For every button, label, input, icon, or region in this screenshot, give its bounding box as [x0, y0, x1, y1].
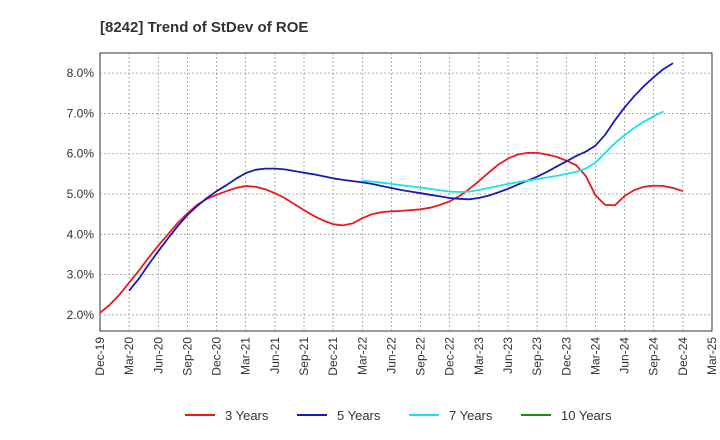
series-line-5-years: [128, 62, 674, 292]
x-tick-label: Sep-23: [530, 337, 544, 376]
x-tick-label: Dec-20: [210, 337, 224, 376]
y-tick-label: 7.0%: [67, 106, 95, 120]
x-tick-label: Sep-24: [647, 337, 661, 376]
series-line-3-years: [99, 152, 684, 314]
x-tick-label: Dec-21: [326, 337, 340, 376]
y-tick-label: 4.0%: [67, 227, 95, 241]
y-tick-label: 8.0%: [67, 66, 95, 80]
x-tick-label: Dec-24: [676, 337, 690, 376]
x-tick-label: Mar-23: [472, 337, 486, 375]
x-tick-label: Jun-20: [151, 337, 165, 374]
x-tick-label: Jun-22: [384, 337, 398, 374]
x-tick-label: Sep-20: [180, 337, 194, 376]
x-tick-label: Jun-21: [268, 337, 282, 374]
legend-label: 10 Years: [561, 408, 612, 423]
y-tick-label: 3.0%: [67, 268, 95, 282]
x-tick-label: Mar-21: [239, 337, 253, 375]
x-tick-label: Mar-24: [588, 337, 602, 375]
x-tick-label: Dec-19: [93, 337, 107, 376]
chart-title: [8242] Trend of StDev of ROE: [100, 19, 308, 36]
grid: [100, 53, 712, 331]
series-line-7-years: [362, 110, 664, 193]
series-lines: [99, 62, 684, 314]
plot-area: [99, 52, 713, 332]
x-tick-label: Mar-20: [122, 337, 136, 375]
x-tick-label: Jun-23: [501, 337, 515, 374]
x-tick-label: Sep-22: [414, 337, 428, 376]
legend-label: 7 Years: [449, 408, 493, 423]
x-tick-label: Sep-21: [297, 337, 311, 376]
y-tick-label: 6.0%: [67, 147, 95, 161]
y-tick-label: 5.0%: [67, 187, 95, 201]
y-axis-ticks: 2.0% 3.0% 4.0% 5.0% 6.0% 7.0% 8.0%: [67, 66, 95, 322]
x-tick-label: Dec-22: [443, 337, 457, 376]
y-tick-label: 2.0%: [67, 308, 95, 322]
x-tick-label: Mar-22: [355, 337, 369, 375]
x-tick-label: Jun-24: [618, 337, 632, 374]
x-axis-ticks: Dec-19 Mar-20 Jun-20 Sep-20 Dec-20 Mar-21 Jun-…: [93, 337, 719, 376]
legend: 3 Years 5 Years 7 Years 10 Years: [185, 408, 612, 423]
x-tick-label: Mar-25: [705, 337, 719, 375]
legend-label: 3 Years: [225, 408, 269, 423]
legend-label: 5 Years: [337, 408, 381, 423]
x-tick-label: Dec-23: [559, 337, 573, 376]
